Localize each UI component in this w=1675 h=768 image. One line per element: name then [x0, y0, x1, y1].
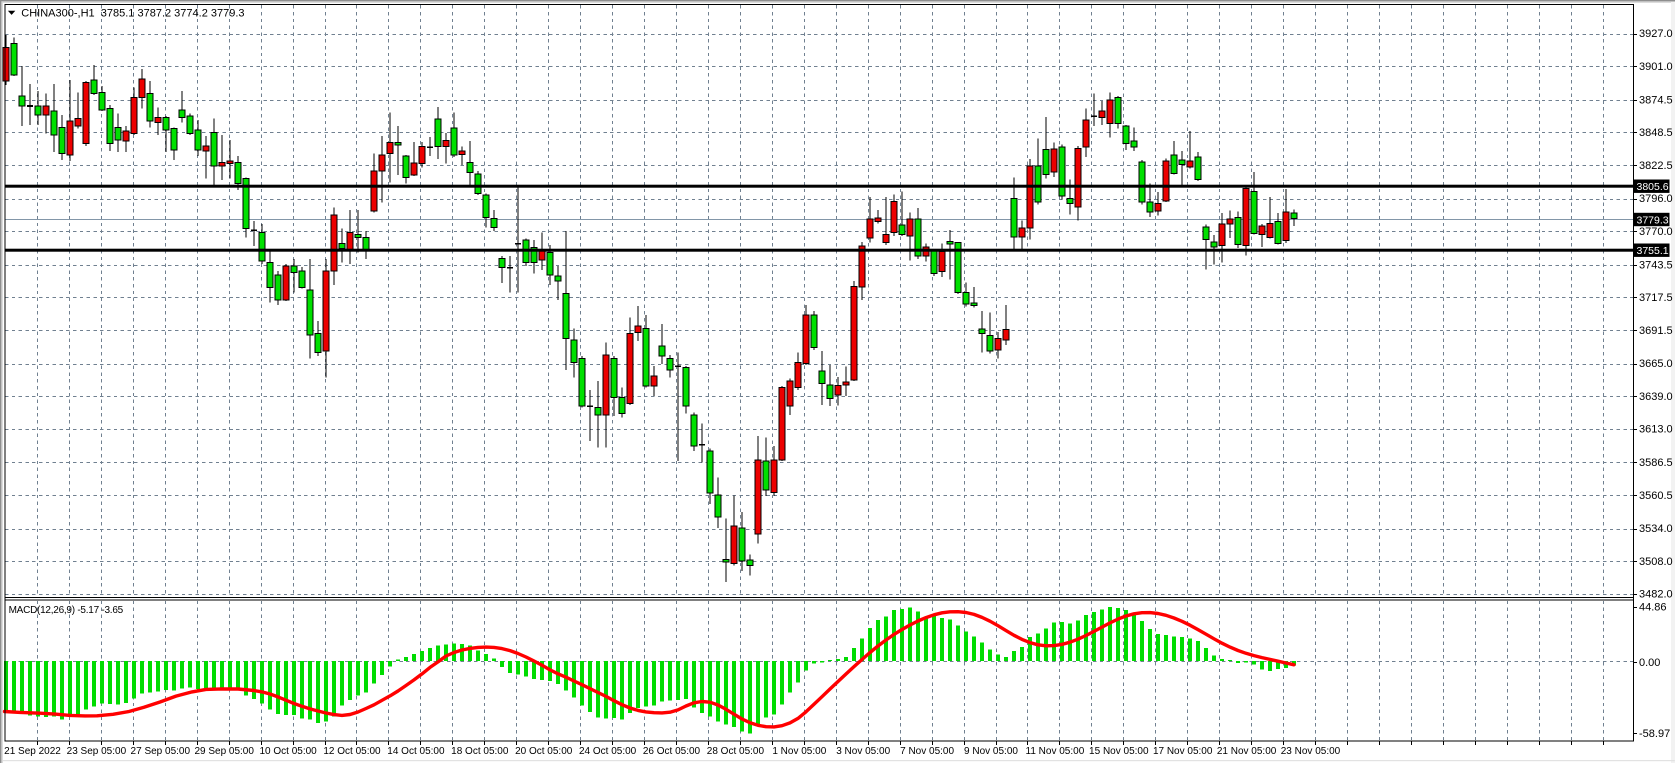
svg-text:3755.1: 3755.1 [1637, 245, 1669, 257]
svg-text:3613.0: 3613.0 [1639, 424, 1673, 436]
svg-text:7 Nov 05:00: 7 Nov 05:00 [900, 746, 954, 757]
svg-text:3639.0: 3639.0 [1639, 391, 1673, 403]
svg-text:44.86: 44.86 [1639, 602, 1667, 614]
svg-text:3874.5: 3874.5 [1639, 94, 1673, 106]
svg-text:14 Oct 05:00: 14 Oct 05:00 [387, 746, 445, 757]
svg-text:3586.5: 3586.5 [1639, 457, 1673, 469]
svg-text:0.00: 0.00 [1639, 657, 1660, 669]
svg-text:3691.5: 3691.5 [1639, 325, 1673, 337]
svg-text:18 Oct 05:00: 18 Oct 05:00 [451, 746, 509, 757]
svg-text:20 Oct 05:00: 20 Oct 05:00 [515, 746, 573, 757]
svg-text:3927.0: 3927.0 [1639, 28, 1673, 40]
svg-text:1 Nov 05:00: 1 Nov 05:00 [772, 746, 826, 757]
svg-text:MACD(12,26,9) -5.17 -3.65: MACD(12,26,9) -5.17 -3.65 [9, 605, 124, 616]
svg-text:3482.0: 3482.0 [1639, 589, 1673, 601]
svg-text:3796.0: 3796.0 [1639, 193, 1673, 205]
svg-text:21 Sep 2022: 21 Sep 2022 [4, 746, 61, 757]
svg-text:17 Nov 05:00: 17 Nov 05:00 [1153, 746, 1213, 757]
svg-text:9 Nov 05:00: 9 Nov 05:00 [964, 746, 1018, 757]
svg-text:10 Oct 05:00: 10 Oct 05:00 [259, 746, 317, 757]
svg-text:11 Nov 05:00: 11 Nov 05:00 [1026, 746, 1085, 757]
svg-text:3779.3: 3779.3 [1637, 214, 1669, 226]
svg-text:27 Sep 05:00: 27 Sep 05:00 [131, 746, 191, 757]
svg-text:23 Nov 05:00: 23 Nov 05:00 [1281, 746, 1341, 757]
svg-text:15 Nov 05:00: 15 Nov 05:00 [1089, 746, 1149, 757]
svg-text:12 Oct 05:00: 12 Oct 05:00 [323, 746, 381, 757]
svg-text:3848.5: 3848.5 [1639, 127, 1673, 139]
svg-text:3508.0: 3508.0 [1639, 556, 1673, 568]
svg-text:26 Oct 05:00: 26 Oct 05:00 [643, 746, 701, 757]
svg-text:CHINA300-,H1 3785.1 3787.2 37: CHINA300-,H1 3785.1 3787.2 3774.2 3779.3 [21, 7, 244, 19]
svg-text:3717.5: 3717.5 [1639, 292, 1673, 304]
svg-text:3822.5: 3822.5 [1639, 160, 1673, 172]
svg-text:3 Nov 05:00: 3 Nov 05:00 [836, 746, 890, 757]
svg-text:3743.5: 3743.5 [1639, 259, 1673, 271]
svg-text:29 Sep 05:00: 29 Sep 05:00 [194, 746, 254, 757]
svg-text:23 Sep 05:00: 23 Sep 05:00 [67, 746, 127, 757]
svg-text:3901.0: 3901.0 [1639, 61, 1673, 73]
svg-text:3534.0: 3534.0 [1639, 523, 1673, 535]
svg-text:28 Oct 05:00: 28 Oct 05:00 [707, 746, 765, 757]
svg-text:3665.0: 3665.0 [1639, 358, 1673, 370]
svg-text:3770.0: 3770.0 [1639, 226, 1673, 238]
svg-text:3805.6: 3805.6 [1637, 181, 1669, 193]
svg-text:-58.97: -58.97 [1639, 728, 1670, 740]
svg-text:3560.5: 3560.5 [1639, 490, 1673, 502]
svg-text:21 Nov 05:00: 21 Nov 05:00 [1217, 746, 1277, 757]
svg-text:24 Oct 05:00: 24 Oct 05:00 [579, 746, 637, 757]
